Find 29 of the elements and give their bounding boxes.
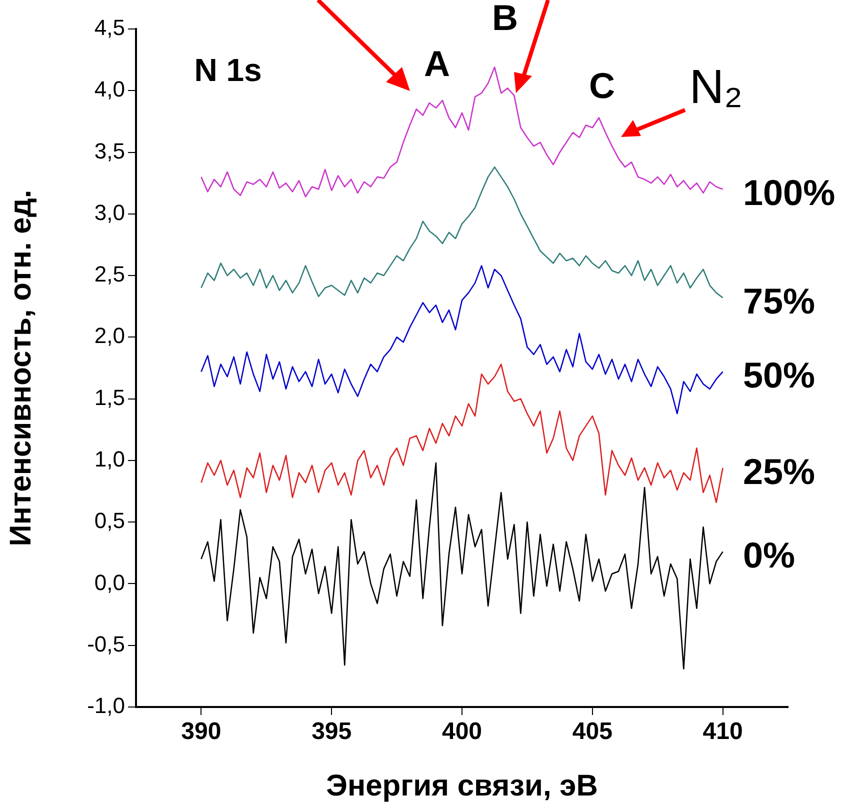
- y-tick-label: 3,5: [94, 138, 125, 164]
- annotation: C: [589, 64, 615, 106]
- x-tick-label: 405: [572, 718, 612, 746]
- y-tick-label: 2,0: [94, 323, 125, 348]
- y-tick-label: 0,5: [94, 508, 125, 534]
- series-label: 50%: [743, 354, 816, 396]
- y-tick-label: 3,0: [94, 200, 125, 225]
- y-tick-label: 4,5: [94, 15, 125, 40]
- annotation: N 1s: [194, 52, 262, 88]
- annotation: A: [424, 42, 450, 84]
- y-tick-label: 2,5: [94, 262, 125, 287]
- x-axis-title: Энергия связи, эВ: [326, 769, 598, 802]
- series-label: 25%: [743, 450, 816, 492]
- annotation: B: [492, 0, 518, 38]
- x-tick-label: 390: [181, 718, 222, 746]
- y-tick-label: 4,0: [94, 76, 125, 102]
- y-axis-title: Интенсивность, отн. ед.: [4, 190, 38, 546]
- y-tick-label: -1,0: [87, 693, 125, 718]
- y-tick-label: 1,0: [94, 446, 125, 472]
- x-tick-label: 395: [312, 718, 352, 746]
- series-label: 100%: [743, 172, 836, 214]
- y-tick-label: -0,5: [87, 631, 125, 656]
- series-label: 0%: [743, 534, 796, 576]
- y-tick-label: 1,5: [94, 384, 125, 410]
- series-label: 75%: [743, 280, 816, 322]
- x-tick-label: 400: [442, 718, 482, 746]
- y-tick-label: 0,0: [94, 570, 125, 595]
- annotation: N₂: [689, 61, 743, 114]
- x-tick-label: 410: [702, 718, 743, 746]
